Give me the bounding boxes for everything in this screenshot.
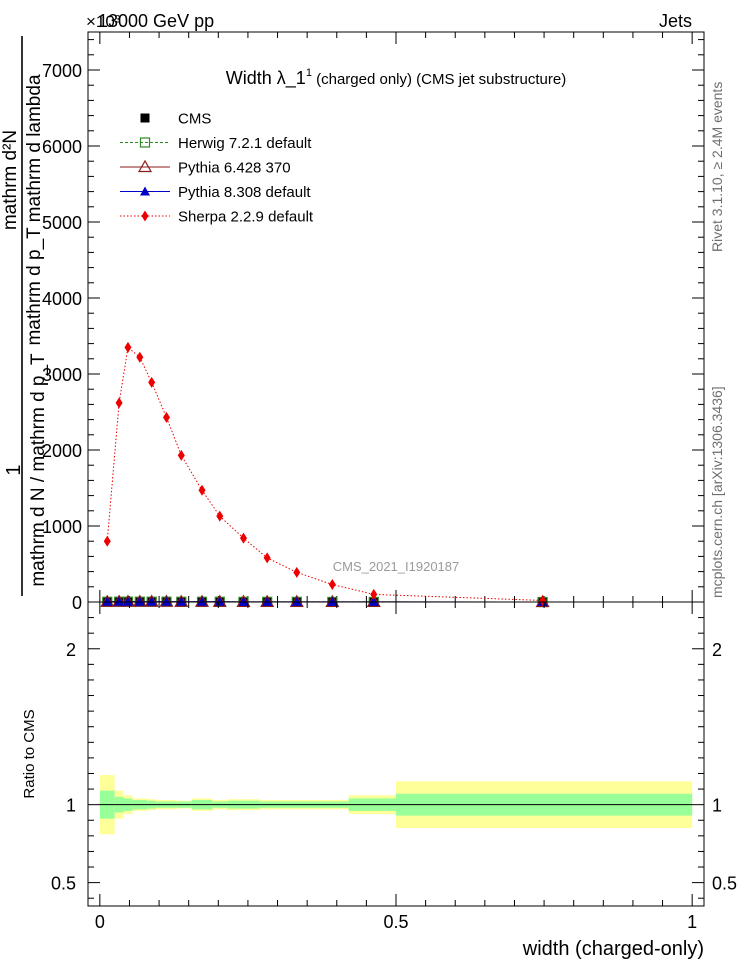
ratio-plot-frame	[87, 601, 705, 907]
y-tick-label: 5000	[42, 213, 82, 233]
ratio-y-tick-label: 2	[66, 640, 76, 660]
ratio-bands	[99, 775, 693, 835]
pythia8-point	[214, 596, 225, 606]
pythia6-point	[236, 594, 251, 607]
sherpa-point	[293, 566, 301, 578]
pythia6-point	[174, 594, 189, 607]
pythia6-point	[325, 594, 340, 608]
pythia8-point	[114, 596, 125, 606]
pythia6-point	[120, 594, 136, 607]
pythia8-point	[327, 596, 338, 606]
ratio-y-tick-label-right: 0.5	[712, 874, 737, 894]
sherpa-point	[370, 588, 378, 600]
rivet-note: Rivet 3.1.10, ≥ 2.4M events	[709, 82, 725, 252]
pythia6-point	[260, 594, 275, 607]
ratio-axes: 0.5 0.5 1 1 2 2 0 0.5 1	[51, 602, 737, 932]
plot-title: Width λ_11 (charged only) (CMS jet subst…	[226, 67, 566, 89]
pythia8-point	[238, 596, 249, 606]
y-tick-label: 7000	[42, 61, 82, 81]
sherpa-point	[162, 411, 170, 423]
sherpa-point	[136, 351, 144, 363]
sherpa-point	[124, 341, 132, 353]
cms-point	[140, 113, 150, 123]
ratio-y-tick-label-right: 2	[712, 640, 722, 660]
pythia8-point	[134, 596, 145, 606]
pythia8-point	[176, 596, 187, 606]
sherpa-point	[263, 552, 271, 564]
y-tick-label: 4000	[42, 289, 82, 309]
pythia6-point	[212, 594, 227, 607]
ratio-y-tick-label-right: 1	[712, 796, 722, 816]
pythia8-point	[161, 596, 172, 606]
legend-label-cms: CMS	[178, 111, 211, 128]
pythia8-point	[102, 596, 113, 606]
legend-label-pythia6: Pythia 6.428 370	[178, 160, 291, 177]
legend-label-herwig: Herwig 7.2.1 default	[178, 135, 312, 152]
pythia6-point	[112, 594, 127, 607]
ylabel-top: 1	[3, 464, 25, 475]
energy-label: 13000 GeV pp	[98, 11, 214, 31]
herwig-point	[139, 137, 151, 148]
ylabel-denominator: mathrm d N / mathrm d p_T	[28, 353, 49, 587]
y-tick-label: 2000	[42, 441, 82, 461]
legend-label-pythia8: Pythia 8.308 default	[178, 184, 311, 201]
pythia6-point	[194, 594, 210, 607]
pythia6-point	[132, 594, 147, 607]
sherpa-point	[198, 484, 206, 496]
category-label: Jets	[659, 11, 692, 31]
sherpa-point	[216, 510, 224, 522]
pythia6-point	[289, 594, 304, 607]
sherpa-line	[106, 346, 543, 601]
analysis-label: CMS_2021_I1920187	[333, 559, 460, 574]
main-plot-panel: Width λ_11 (charged only) (CMS jet subst…	[42, 31, 705, 613]
pythia8-point	[291, 596, 302, 606]
pythia6-point	[144, 594, 159, 607]
legend-label-sherpa: Sherpa 2.2.9 default	[178, 209, 314, 226]
sherpa-series	[103, 341, 547, 606]
sherpa-point	[115, 397, 123, 409]
ylabel-numerator: mathrm d²N	[0, 130, 21, 230]
ratio-y-tick-label: 0.5	[51, 874, 76, 894]
main-y-axis: 0 1000 2000 3000 4000 5000 6000 7000	[42, 32, 704, 613]
y-tick-label: 6000	[42, 137, 82, 157]
pythia6-point	[100, 594, 115, 607]
pythia8-point	[368, 596, 379, 606]
mcplots-note: mcplots.cern.ch [arXiv:1306.3436]	[709, 386, 725, 598]
sherpa-point	[141, 210, 149, 222]
sherpa-point	[239, 532, 247, 544]
x-tick-label: 0.5	[383, 912, 408, 932]
ratio-y-label: Ratio to CMS	[21, 709, 38, 798]
pythia6-point	[366, 594, 381, 608]
pythia6-point	[159, 594, 174, 607]
x-axis-label: width (charged-only)	[522, 938, 704, 960]
pythia6-point	[137, 159, 153, 173]
x-tick-label: 0	[95, 912, 105, 932]
pythia8-point	[140, 186, 150, 196]
series-layer	[100, 341, 550, 608]
sherpa-point	[103, 535, 111, 547]
legend: CMS Herwig 7.2.1 default Pythia 6.428 370 P…	[120, 111, 314, 226]
x-tick-label: 1	[687, 912, 697, 932]
ratio-plot-panel: 0.5 0.5 1 1 2 2 0 0.5 1 Ratio to CMS width (char…	[21, 601, 737, 960]
y-tick-label: 0	[72, 593, 82, 613]
sherpa-point	[328, 579, 336, 591]
sherpa-point	[148, 376, 156, 388]
exponent-label: ×10³	[86, 12, 121, 31]
y-tick-label: 3000	[42, 365, 82, 385]
y-tick-label: 1000	[42, 517, 82, 537]
main-y-axis-label: 1 mathrm d N / mathrm d p_T mathrm d²N m…	[0, 36, 49, 596]
ylabel-numerator-2: mathrm d p_T mathrm d lambda	[24, 74, 45, 345]
pythia8-point	[262, 596, 273, 606]
pythia8-point	[146, 596, 157, 606]
pythia8-point	[122, 596, 133, 606]
sherpa-point	[177, 449, 185, 461]
ratio-y-tick-label: 1	[66, 796, 76, 816]
pythia8-point	[197, 596, 208, 606]
